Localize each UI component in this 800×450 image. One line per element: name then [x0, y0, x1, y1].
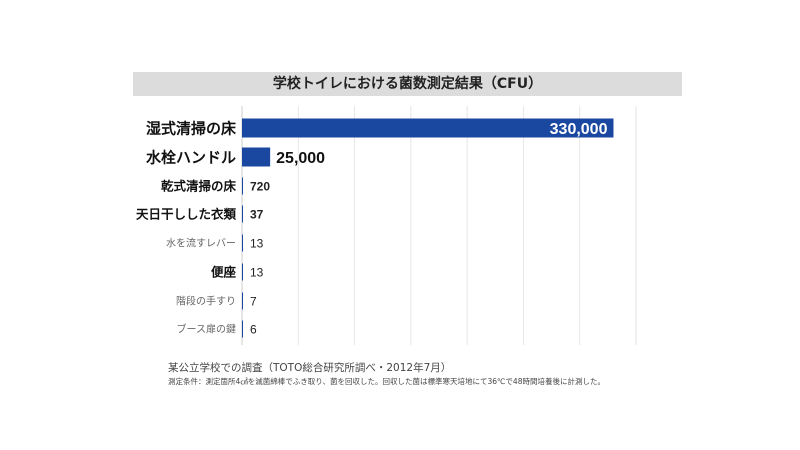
category-label: 便座: [211, 265, 237, 280]
bar: [242, 147, 271, 167]
chart-title: 学校トイレにおける菌数測定結果（CFU）: [133, 72, 682, 96]
bar: [242, 234, 243, 252]
bar: [242, 292, 243, 310]
value-label: 7: [250, 295, 257, 309]
bar: [242, 177, 243, 195]
value-label: 330,000: [550, 121, 608, 138]
category-label: 水を流すレバー: [166, 237, 236, 250]
category-label: 乾式清掃の床: [161, 179, 237, 194]
category-label: 階段の手すり: [176, 295, 236, 308]
category-label: ブース扉の鍵: [177, 323, 237, 336]
value-label: 13: [250, 266, 264, 280]
value-label: 25,000: [276, 150, 325, 167]
category-label: 水栓ハンドル: [146, 148, 236, 166]
category-label: 天日干しした衣類: [136, 207, 237, 222]
bar: [242, 118, 614, 138]
value-label: 13: [250, 237, 264, 251]
bar: [242, 320, 243, 338]
category-label: 湿式清掃の床: [146, 119, 237, 137]
value-label: 6: [250, 323, 257, 337]
bar: [242, 205, 243, 223]
bar: [242, 263, 243, 281]
value-label: 37: [250, 208, 264, 222]
condition-note: 測定条件：測定箇所4㎠を滅菌綿棒でふき取り、菌を回収した。回収した菌は標準寒天培…: [168, 377, 605, 386]
source-note: 某公立学校での調査（TOTO総合研究所調べ・2012年7月）: [168, 362, 452, 374]
value-label: 720: [250, 180, 270, 194]
